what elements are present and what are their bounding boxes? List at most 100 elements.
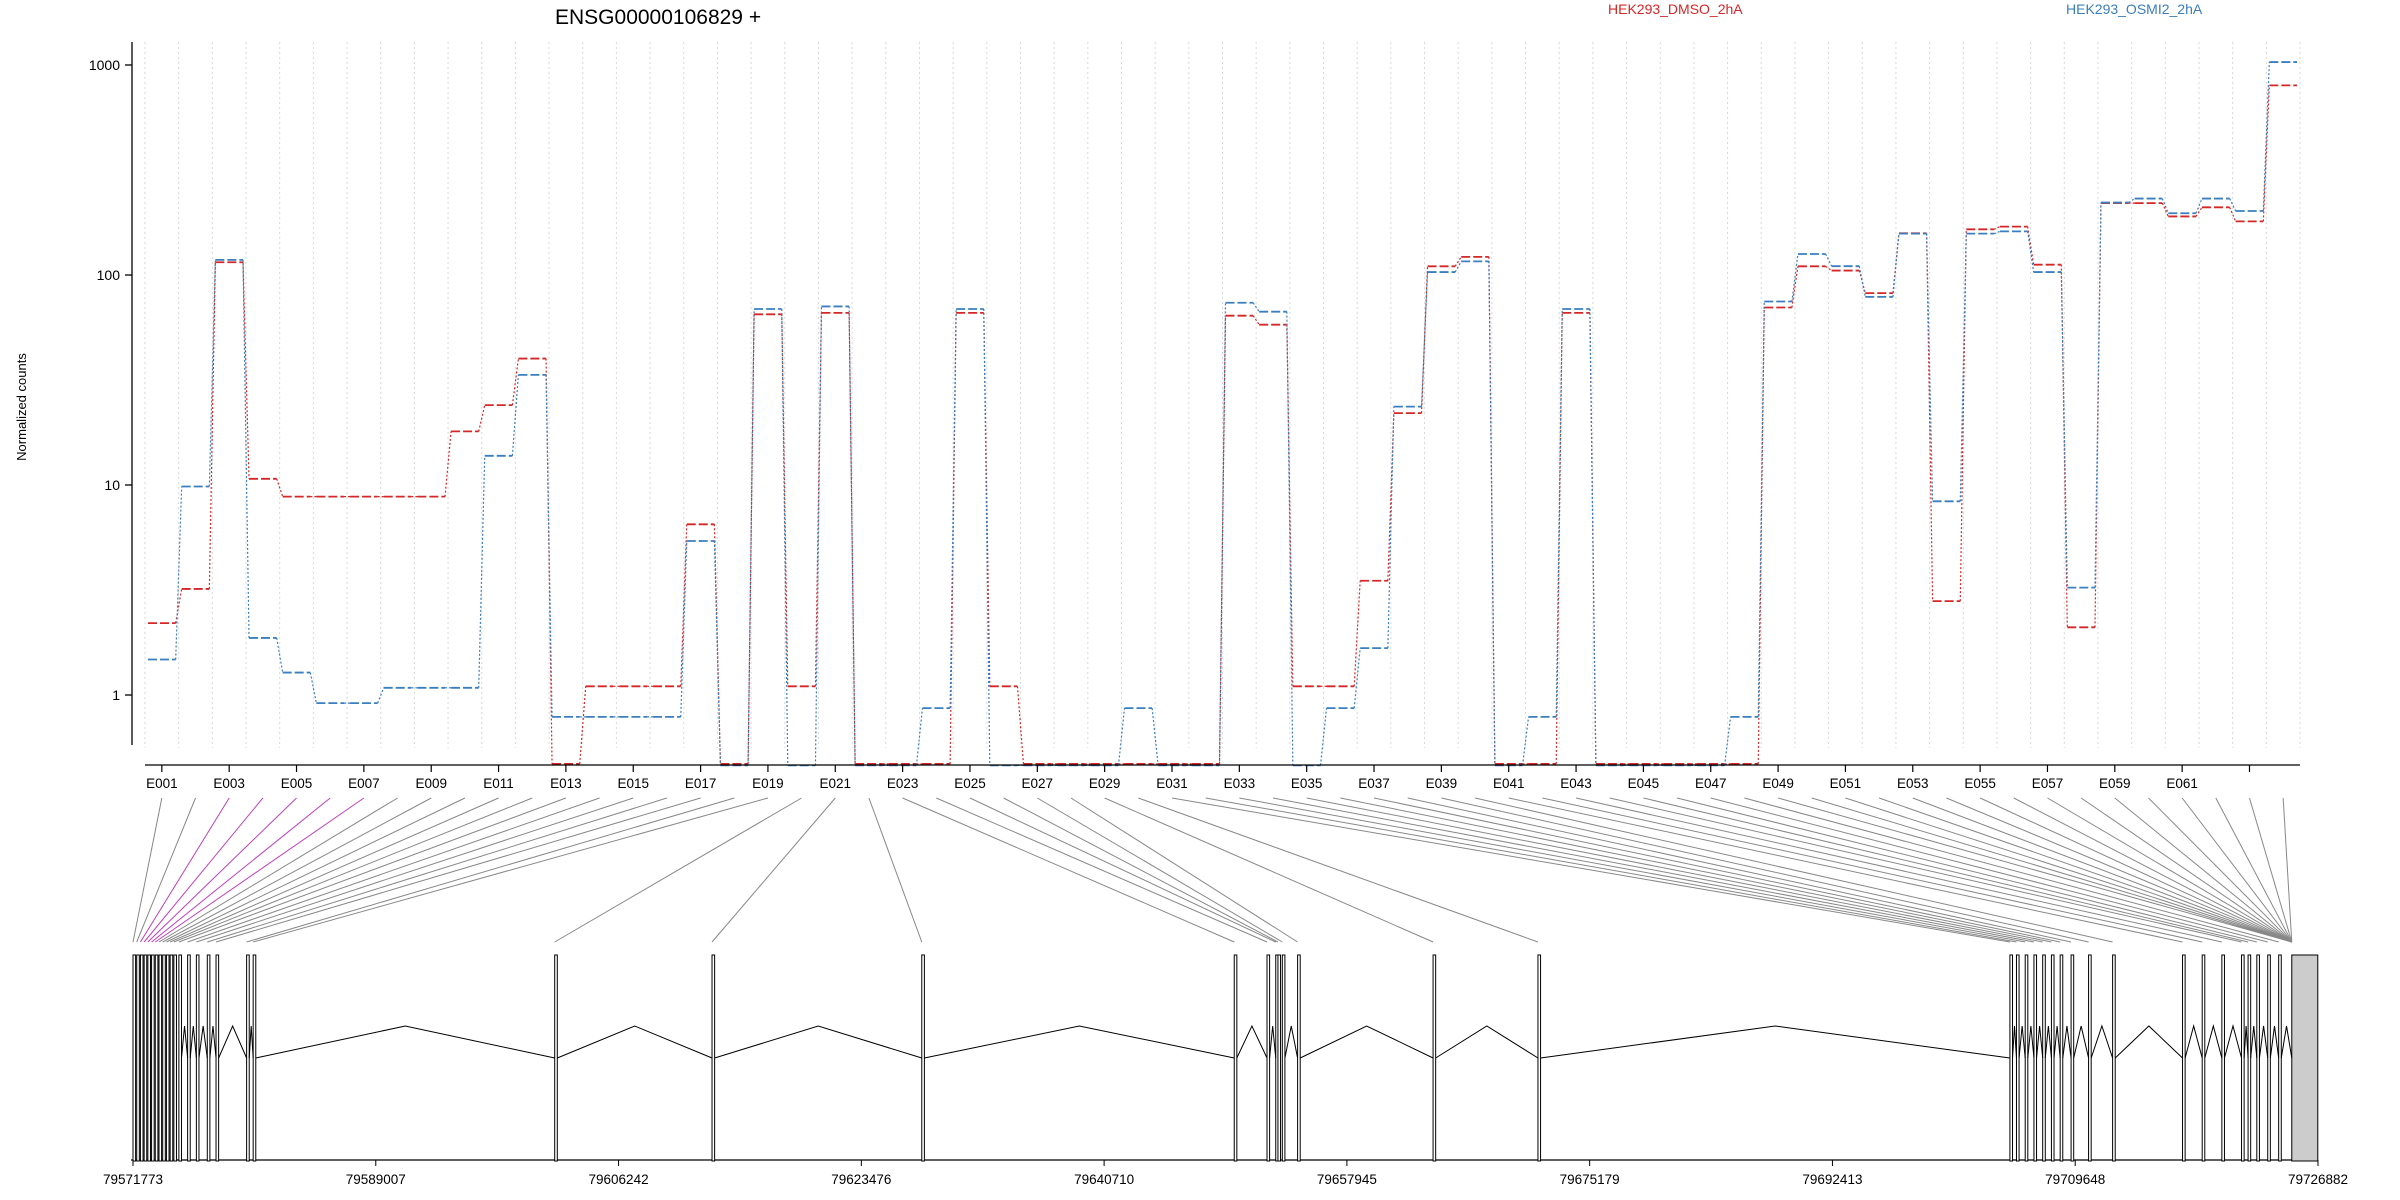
intron-line — [1269, 1025, 1277, 1059]
exon-connector — [162, 797, 432, 943]
exon-label: E051 — [1830, 776, 1862, 791]
exon-label: E015 — [617, 776, 649, 791]
exon-box — [554, 954, 558, 1162]
step-connector — [444, 431, 452, 497]
exon-box-last — [2291, 954, 2319, 1162]
step-connector — [2229, 198, 2237, 212]
exon-box — [921, 954, 925, 1162]
exon-label: E053 — [1897, 776, 1929, 791]
step-connector — [208, 259, 216, 487]
step-connector — [175, 588, 183, 624]
exon-box — [2241, 954, 2245, 1162]
step-connector — [1757, 301, 1765, 717]
exon-box — [154, 954, 159, 1162]
exon-box — [2247, 954, 2252, 1162]
genomic-tick-label: 79589007 — [346, 1172, 406, 1187]
exon-box — [162, 954, 166, 1162]
exon-label: E047 — [1695, 776, 1727, 791]
step-connector — [1723, 716, 1732, 766]
exon-connector — [969, 797, 1276, 943]
exon-label: E061 — [2166, 776, 2198, 791]
step-connector — [2027, 226, 2035, 265]
exon-connector — [1306, 797, 2043, 943]
exon-box — [147, 954, 151, 1162]
intron-line — [2114, 1025, 2183, 1059]
exon-connector — [140, 797, 230, 943]
exon-label: E009 — [415, 776, 447, 791]
exon-connector — [136, 797, 196, 943]
step-connector — [949, 309, 957, 709]
exon-connector — [1441, 797, 2089, 943]
step-connector — [1387, 406, 1395, 649]
intron-line — [2053, 1025, 2061, 1059]
exon-connector — [1744, 797, 2279, 943]
exon-label: E037 — [1358, 776, 1390, 791]
exon-connector — [207, 797, 668, 943]
step-connector — [2060, 272, 2068, 588]
step-connector — [545, 358, 553, 764]
exon-box — [1297, 954, 1301, 1162]
exon-box — [169, 954, 174, 1162]
step-connector — [915, 708, 924, 766]
exon-connector — [1037, 797, 1283, 943]
exon-connector — [166, 797, 466, 943]
exon-label: E003 — [213, 776, 245, 791]
intron-line — [198, 1025, 208, 1059]
exon-connector — [1205, 797, 2017, 943]
step-connector — [781, 309, 789, 766]
x-axis: E001 E003 E005 E007 E009 E011 E013 E015 E017 E019… — [145, 764, 2300, 791]
intron-line — [1299, 1025, 1434, 1059]
step-connector — [747, 309, 755, 766]
step-connector — [1993, 226, 2001, 230]
exon-connector — [1407, 797, 2072, 943]
exon-label: E043 — [1560, 776, 1592, 791]
exon-connector — [187, 797, 600, 943]
genomic-tick-label: 79709648 — [2045, 1172, 2105, 1187]
step-connector — [309, 672, 317, 704]
intron-line — [189, 1025, 197, 1059]
exon-box — [2009, 954, 2014, 1162]
exon-connector — [215, 797, 701, 943]
intron-line — [2036, 1025, 2044, 1059]
exon-label: E057 — [2032, 776, 2064, 791]
step-connector — [1825, 253, 1833, 267]
exon-connector — [868, 797, 923, 943]
step-connector — [2161, 202, 2169, 217]
exon-connector — [169, 797, 499, 943]
step-connector — [1454, 256, 1462, 267]
intron-line — [2018, 1025, 2026, 1059]
step-connector — [2027, 231, 2035, 273]
exon-box — [2024, 954, 2029, 1162]
exon-box — [2201, 954, 2206, 1162]
exon-connector — [1878, 797, 2292, 943]
intron-line — [2090, 1024, 2114, 1059]
exon-connector — [936, 797, 1268, 943]
exon-box — [252, 954, 257, 1162]
intron-line — [2062, 1025, 2072, 1059]
exon-box — [2050, 954, 2055, 1162]
exon-connector-lines — [132, 797, 2293, 943]
exon-connector — [196, 797, 634, 943]
exon-connector — [2148, 797, 2293, 943]
genomic-tick-label: 79623476 — [831, 1172, 891, 1187]
exon-box — [2042, 954, 2046, 1162]
exon-box — [2088, 954, 2092, 1162]
exon-box — [2267, 954, 2271, 1162]
genomic-tick-label: 79606242 — [589, 1172, 649, 1187]
step-connector — [983, 309, 991, 766]
exon-box — [1233, 954, 1238, 1162]
intron-line — [1236, 1024, 1268, 1059]
step-connector — [1555, 312, 1563, 764]
exon-connector — [1474, 797, 2113, 943]
step-connector — [680, 524, 688, 687]
step-connector — [1420, 272, 1429, 407]
exon-label: E049 — [1762, 776, 1794, 791]
intron-line — [209, 1025, 217, 1059]
intron-line — [2204, 1024, 2223, 1059]
step-connector — [1420, 266, 1429, 414]
exon-box — [173, 954, 177, 1162]
intron-line — [1435, 1025, 1539, 1059]
exon-connector — [1609, 797, 2242, 943]
step-connector — [1016, 686, 1025, 764]
exon-label: E025 — [954, 776, 986, 791]
